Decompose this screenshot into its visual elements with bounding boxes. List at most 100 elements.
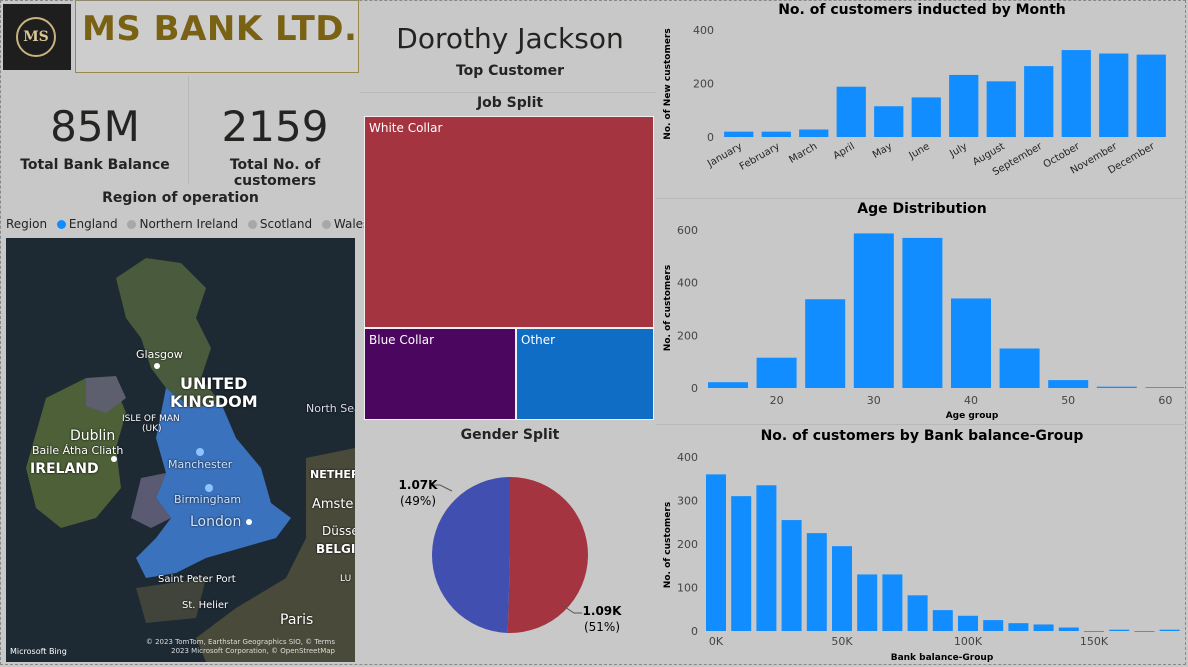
map-label-isle-uk: (UK) xyxy=(142,424,162,434)
bal-bar[interactable] xyxy=(1008,623,1029,631)
map-label-north-sea: North Sea xyxy=(306,402,355,415)
balance-chart-xlabel: Bank balance-Group xyxy=(891,653,994,663)
pie-slice-female[interactable] xyxy=(507,477,589,633)
month-bar[interactable] xyxy=(1136,54,1166,137)
region-map[interactable]: Glasgow UNITED KINGDOM ISLE OF MAN (UK) … xyxy=(6,238,355,662)
age-chart-ylabel: No. of customers xyxy=(663,265,673,351)
bal-bar[interactable] xyxy=(857,574,878,631)
age-chart-xlabel: Age group xyxy=(946,411,999,421)
map-attribution[interactable]: © 2023 TomTom, Earthstar Geographics SIO… xyxy=(146,638,335,656)
treemap-blue-collar-label: Blue Collar xyxy=(369,333,435,347)
bal-bar[interactable] xyxy=(907,595,928,631)
age-bar[interactable] xyxy=(1048,380,1089,388)
bal-xtick: 50K xyxy=(831,635,853,648)
logo-ring-icon xyxy=(16,17,56,57)
month-bar[interactable] xyxy=(761,131,791,137)
treemap-blue-collar[interactable]: Blue Collar xyxy=(364,328,516,420)
age-bar[interactable] xyxy=(756,357,797,388)
gender-pie-chart[interactable]: 1.07K (49%) 1.09K (51%) xyxy=(362,445,658,655)
map-label-ireland: IRELAND xyxy=(30,461,99,477)
job-split-title: Job Split xyxy=(476,95,544,111)
treemap-other-label: Other xyxy=(521,333,556,347)
age-bar[interactable] xyxy=(951,298,991,388)
chart-divider-1 xyxy=(656,198,1184,199)
map-label-st-helier: St. Helier xyxy=(182,600,229,611)
bing-logo: Microsoft Bing xyxy=(10,647,67,656)
balance-chart-title: No. of customers by Bank balance-Group xyxy=(761,428,1084,444)
month-bar[interactable] xyxy=(724,131,754,137)
bal-bar[interactable] xyxy=(731,496,752,631)
month-bar[interactable] xyxy=(874,106,904,137)
age-xtick: 40 xyxy=(964,394,978,407)
month-chart-title: No. of customers inducted by Month xyxy=(778,2,1066,18)
month-bar[interactable] xyxy=(836,86,866,137)
map-label-lu: LU xyxy=(340,574,352,584)
bal-bar[interactable] xyxy=(1159,629,1180,631)
age-ytick: 600 xyxy=(677,224,698,237)
age-bar[interactable] xyxy=(1145,387,1184,389)
map-label-baile: Baile Átha Cliath xyxy=(32,444,124,457)
balance-group-chart[interactable]: No. of customers by Bank balance-Group N… xyxy=(656,425,1184,665)
legend-northern-ireland[interactable]: Northern Ireland xyxy=(139,217,239,231)
map-label-dublin: Dublin xyxy=(70,428,116,444)
bal-bar[interactable] xyxy=(1084,631,1104,632)
age-bar[interactable] xyxy=(708,382,748,388)
bal-bar[interactable] xyxy=(781,520,802,631)
month-ytick: 400 xyxy=(693,24,714,37)
month-bar[interactable] xyxy=(911,97,941,137)
pie-label-right-value: 1.09K xyxy=(583,604,623,618)
bal-xtick: 100K xyxy=(954,635,983,648)
legend-scotland[interactable]: Scotland xyxy=(259,217,313,231)
month-bar[interactable] xyxy=(799,129,829,137)
bank-logo: MS xyxy=(3,4,71,70)
map-label-manchester: Manchester xyxy=(168,458,233,471)
title-card: MS BANK LTD. xyxy=(75,0,359,73)
age-xtick: 50 xyxy=(1061,394,1075,407)
month-bar[interactable] xyxy=(986,81,1016,137)
pie-slice-male[interactable] xyxy=(432,477,510,633)
map-label-paris: Paris xyxy=(280,612,314,628)
treemap-white-collar[interactable]: White Collar xyxy=(364,116,654,328)
legend-wales[interactable]: Wales xyxy=(333,217,370,231)
bal-bar[interactable] xyxy=(932,610,953,631)
map-label-netherlands: NETHER xyxy=(310,468,355,481)
customers-by-month-chart[interactable]: No. of customers inducted by Month No. o… xyxy=(656,0,1184,196)
age-bar[interactable] xyxy=(805,299,846,388)
gender-split-title: Gender Split xyxy=(460,427,560,443)
bal-bar[interactable] xyxy=(1033,624,1054,631)
pie-label-left-value: 1.07K xyxy=(399,478,439,492)
month-ytick: 0 xyxy=(707,131,714,144)
bal-bar[interactable] xyxy=(1134,631,1155,632)
bal-bar[interactable] xyxy=(983,620,1004,631)
age-bar[interactable] xyxy=(999,348,1040,389)
pie-leader-line-right xyxy=(561,604,582,614)
month-bar[interactable] xyxy=(949,74,979,137)
bal-bar[interactable] xyxy=(882,574,903,631)
map-label-dusseldorf: Düsse xyxy=(322,524,355,538)
age-bar[interactable] xyxy=(1096,386,1137,388)
legend-england[interactable]: England xyxy=(68,217,118,231)
age-bar[interactable] xyxy=(902,237,943,388)
bal-bar[interactable] xyxy=(756,485,777,631)
map-attribution-line-1: © 2023 TomTom, Earthstar Geographics SIO… xyxy=(145,638,335,646)
age-ytick: 400 xyxy=(677,277,698,290)
pie-label-right-pct: (51%) xyxy=(584,620,620,634)
region-title: Region of operation xyxy=(102,190,259,206)
month-bar[interactable] xyxy=(1024,66,1054,137)
treemap-other[interactable]: Other xyxy=(516,328,654,420)
bal-bar[interactable] xyxy=(806,533,827,631)
month-bar[interactable] xyxy=(1099,53,1129,137)
age-ytick: 200 xyxy=(677,329,698,342)
bal-bar[interactable] xyxy=(1109,629,1130,631)
bal-bar[interactable] xyxy=(958,615,978,631)
age-distribution-chart[interactable]: Age Distribution No. of customers Age gr… xyxy=(656,198,1184,422)
bal-bar[interactable] xyxy=(1058,627,1079,631)
age-bar[interactable] xyxy=(853,233,894,388)
top-customer-name: Dorothy Jackson xyxy=(396,22,624,55)
age-ytick: 0 xyxy=(691,382,698,395)
legend-dot-wales xyxy=(321,220,331,229)
map-label-london: London xyxy=(190,514,242,530)
bal-bar[interactable] xyxy=(832,546,852,631)
bal-bar[interactable] xyxy=(706,474,726,631)
month-bar[interactable] xyxy=(1061,50,1091,137)
